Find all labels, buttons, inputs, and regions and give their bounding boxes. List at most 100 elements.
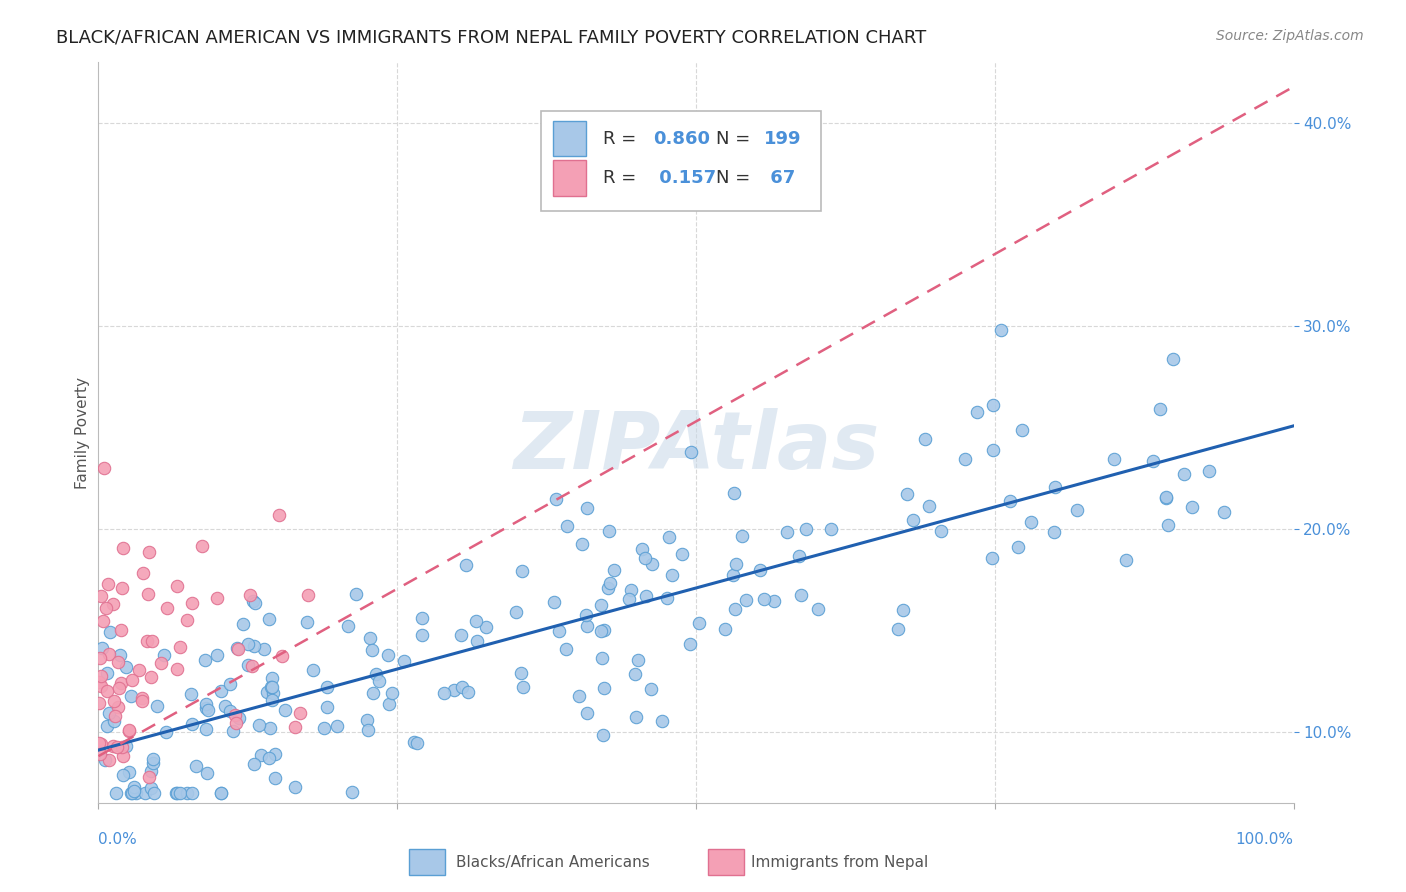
Point <box>1149 401 1171 416</box>
Point <box>752 592 775 607</box>
Point <box>981 443 1004 458</box>
Point <box>224 708 246 723</box>
Point <box>627 653 650 667</box>
Point <box>115 739 138 753</box>
Point <box>121 673 143 688</box>
Point <box>186 758 208 772</box>
Point <box>1157 517 1180 532</box>
Point <box>290 706 312 720</box>
Point <box>87 736 110 750</box>
Point <box>392 654 415 668</box>
Point <box>596 581 619 595</box>
Point <box>688 615 710 630</box>
Point <box>267 508 290 522</box>
Point <box>555 519 578 533</box>
Point <box>315 680 337 694</box>
Point <box>671 547 693 561</box>
Point <box>966 405 988 419</box>
Point <box>1011 423 1033 437</box>
Point <box>623 666 645 681</box>
Point <box>125 786 148 800</box>
Point <box>209 786 232 800</box>
Point <box>94 816 117 830</box>
Point <box>110 676 132 690</box>
Point <box>377 648 399 662</box>
Point <box>104 786 127 800</box>
Text: 0.860: 0.860 <box>652 129 710 148</box>
Point <box>128 663 150 677</box>
FancyBboxPatch shape <box>409 849 446 875</box>
Point <box>1213 505 1236 519</box>
Point <box>122 784 145 798</box>
Point <box>619 582 641 597</box>
Point <box>724 602 747 616</box>
Point <box>232 616 254 631</box>
Point <box>205 648 228 663</box>
Point <box>104 708 127 723</box>
Point <box>122 780 145 794</box>
Point <box>150 656 173 670</box>
FancyBboxPatch shape <box>541 111 821 211</box>
Point <box>91 614 114 628</box>
Point <box>314 722 336 736</box>
Point <box>342 785 364 799</box>
Point <box>222 724 245 739</box>
Text: BLACK/AFRICAN AMERICAN VS IMMIGRANTS FROM NEPAL FAMILY POVERTY CORRELATION CHART: BLACK/AFRICAN AMERICAN VS IMMIGRANTS FRO… <box>56 29 927 46</box>
Point <box>94 601 117 615</box>
Point <box>591 651 613 665</box>
Point <box>457 684 479 698</box>
Point <box>443 682 465 697</box>
Point <box>142 752 165 766</box>
Point <box>121 786 143 800</box>
Point <box>1154 491 1177 505</box>
Point <box>302 663 325 677</box>
Point <box>1198 464 1220 478</box>
Point <box>226 642 249 657</box>
Point <box>169 640 191 655</box>
Point <box>724 557 747 571</box>
Point <box>366 667 388 681</box>
Point <box>326 719 349 733</box>
Point <box>576 619 599 633</box>
Point <box>378 698 401 712</box>
Point <box>1043 480 1066 494</box>
Point <box>735 593 758 607</box>
Point <box>723 486 745 500</box>
Point <box>953 452 976 467</box>
Point <box>156 601 179 615</box>
Point <box>195 700 218 714</box>
Point <box>111 749 134 764</box>
Point <box>247 718 270 732</box>
Text: Blacks/African Americans: Blacks/African Americans <box>456 855 650 870</box>
Point <box>411 627 433 641</box>
Point <box>166 786 188 800</box>
Point <box>721 567 744 582</box>
Point <box>105 740 128 755</box>
Text: 67: 67 <box>763 169 796 187</box>
Point <box>433 686 456 700</box>
Point <box>655 591 678 605</box>
Point <box>89 696 111 710</box>
Point <box>404 735 426 749</box>
Point <box>139 808 162 822</box>
Point <box>359 631 381 645</box>
Point <box>141 634 163 648</box>
Point <box>103 714 125 728</box>
Text: N =: N = <box>716 169 756 187</box>
Point <box>134 786 156 800</box>
Point <box>619 592 641 607</box>
Point <box>260 693 283 707</box>
Point <box>97 577 120 591</box>
Point <box>205 591 228 605</box>
Text: Immigrants from Nepal: Immigrants from Nepal <box>751 855 928 870</box>
Point <box>641 557 664 571</box>
Point <box>624 710 647 724</box>
Point <box>118 724 141 739</box>
Point <box>651 714 673 728</box>
Point <box>640 681 662 696</box>
Point <box>181 786 204 800</box>
Point <box>107 655 129 669</box>
Point <box>87 674 110 689</box>
Point <box>1154 490 1177 504</box>
Point <box>406 736 429 750</box>
